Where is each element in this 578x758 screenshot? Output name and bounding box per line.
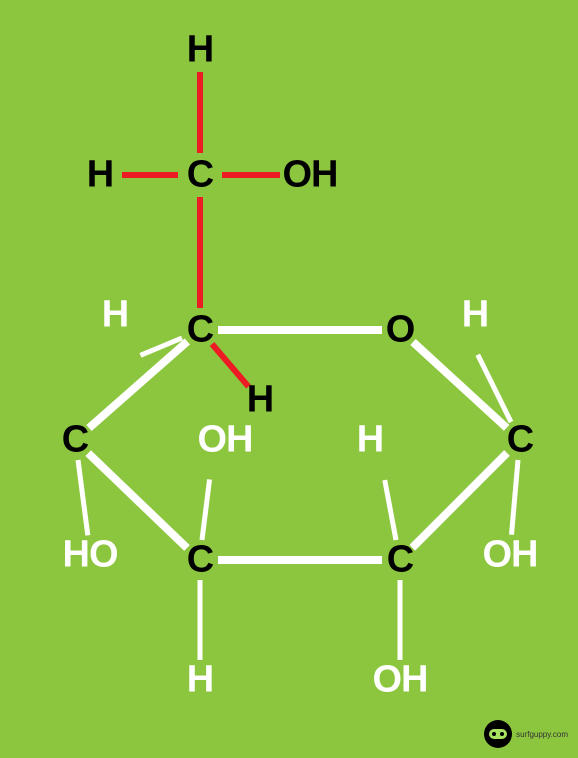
atom-label: H — [187, 29, 213, 72]
watermark-text: surfguppy.com — [516, 730, 568, 739]
atom-label: OH — [373, 659, 428, 702]
atom-label: C — [62, 419, 88, 462]
bond — [197, 72, 203, 153]
atom-label: OH — [283, 154, 338, 197]
bond — [509, 460, 521, 536]
bond — [198, 580, 203, 660]
bond — [383, 480, 399, 541]
bond — [398, 580, 403, 660]
atom-label: H — [87, 154, 113, 197]
atom-label: OH — [198, 419, 253, 462]
bond — [222, 172, 280, 178]
bond — [200, 480, 212, 541]
watermark: surfguppy.com — [484, 720, 568, 748]
atom-label: C — [507, 419, 533, 462]
bond — [122, 172, 178, 178]
atom-label: H — [357, 419, 383, 462]
bond — [218, 326, 382, 334]
atom-label: H — [462, 294, 488, 337]
atom-label: H — [102, 294, 128, 337]
atom-label: OH — [483, 534, 538, 577]
bond — [86, 339, 189, 431]
atom-label: H — [187, 659, 213, 702]
atom-label: O — [386, 309, 415, 352]
atom-label: H — [247, 379, 273, 422]
bond — [218, 556, 382, 564]
atom-label: C — [187, 154, 213, 197]
molecule-diagram: surfguppy.com HHCOHCOCCCCHHHOHHHOOHHOH — [0, 0, 578, 758]
bond — [209, 342, 250, 389]
bond — [197, 197, 203, 308]
atom-label: C — [187, 309, 213, 352]
atom-label: HO — [63, 534, 118, 577]
watermark-logo-icon — [484, 720, 512, 748]
bond — [75, 460, 90, 536]
atom-label: C — [387, 539, 413, 582]
atom-label: C — [187, 539, 213, 582]
